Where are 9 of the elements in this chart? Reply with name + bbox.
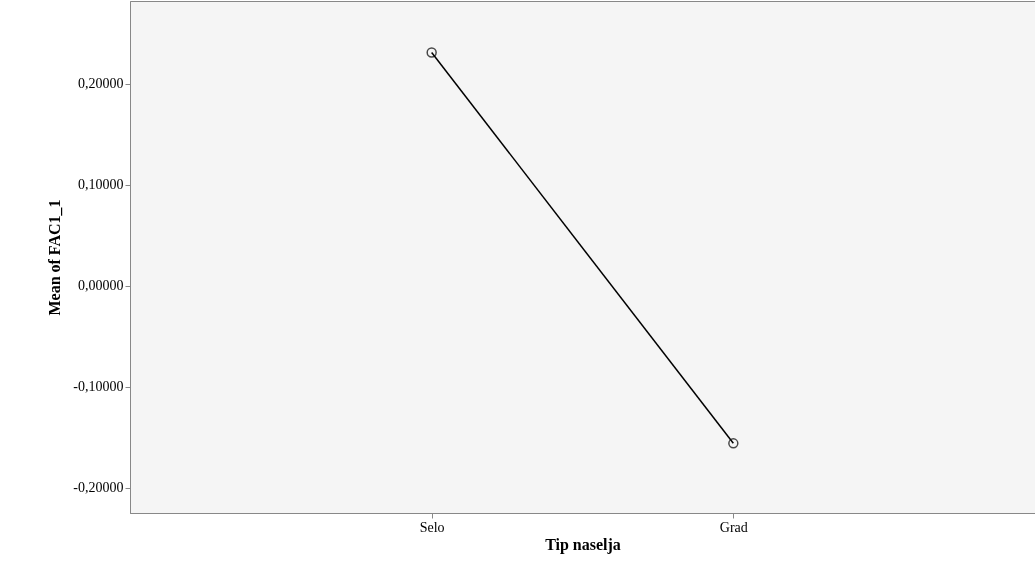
- y-tick-label: 0,20000: [78, 76, 124, 92]
- y-tick-label: 0,10000: [78, 177, 124, 193]
- y-tick-label: -0,10000: [73, 379, 124, 395]
- x-axis-title: Tip naselja: [545, 535, 621, 554]
- y-axis-title: Mean of FAC1_1: [46, 199, 64, 316]
- y-tick-label: 0,00000: [78, 278, 124, 294]
- x-tick-label: Grad: [719, 519, 748, 535]
- x-tick-label: Selo: [419, 519, 445, 535]
- y-tick-label: -0,20000: [73, 480, 124, 496]
